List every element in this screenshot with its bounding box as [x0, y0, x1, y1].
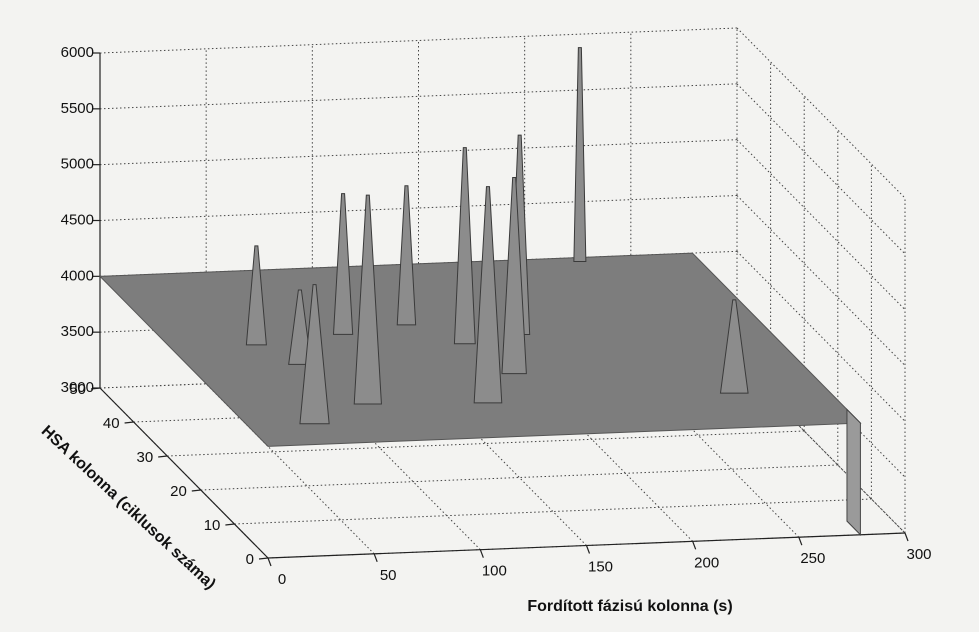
y-axis-label: HSA kolonna (ciklusok száma): [38, 423, 219, 593]
z-tick-label: 4000: [61, 267, 94, 284]
grid-line: [99, 83, 738, 110]
peak: [299, 284, 330, 425]
peak: [332, 193, 354, 335]
x-tick-label: 300: [906, 546, 931, 563]
peak: [396, 185, 417, 326]
axis-line: [99, 387, 269, 559]
peak: [245, 245, 267, 346]
z-tick-label: 4500: [61, 211, 94, 228]
x-tick-label: 200: [694, 554, 719, 571]
tick-mark: [479, 549, 484, 558]
peak: [353, 194, 382, 405]
y-tick-label: 30: [137, 449, 154, 466]
tick-mark: [373, 553, 378, 563]
x-tick-label: 250: [800, 550, 825, 567]
peak: [501, 177, 527, 375]
peak: [288, 289, 312, 365]
x-axis-label: Fordított fázisú kolonna (s): [527, 598, 732, 615]
grid-line: [736, 27, 906, 199]
z-tick-label: 5000: [61, 156, 94, 173]
tick-mark: [124, 421, 134, 424]
grid-line: [736, 83, 906, 255]
y-tick-label: 40: [103, 415, 120, 432]
tick-mark: [267, 557, 272, 567]
grid-line: [736, 139, 906, 311]
peak: [719, 299, 749, 394]
x-tick-label: 150: [588, 558, 613, 575]
y-tick-label: 0: [246, 551, 254, 568]
tick-mark: [904, 532, 909, 542]
tick-mark: [798, 536, 803, 546]
tick-mark: [585, 545, 591, 554]
x-tick-label: 50: [380, 567, 397, 584]
y-tick-label: 50: [69, 381, 86, 398]
z-tick-label: 5500: [61, 100, 94, 117]
tick-mark: [191, 489, 201, 492]
x-tick-label: 100: [482, 563, 507, 580]
peak: [453, 147, 476, 345]
z-tick-label: 3000: [61, 379, 94, 396]
z-tick-label: 6000: [61, 44, 94, 61]
surface-edge: [846, 408, 861, 536]
grid-line: [234, 498, 872, 525]
x-tick-label: 0: [278, 571, 286, 588]
peak: [473, 186, 503, 404]
z-tick-label: 3500: [61, 323, 94, 340]
peak: [573, 47, 587, 262]
y-tick-label: 10: [204, 517, 221, 534]
tick-mark: [225, 523, 235, 526]
tick-mark: [692, 541, 697, 550]
y-tick-label: 20: [170, 483, 187, 500]
tick-mark: [258, 557, 269, 560]
grid-line: [200, 464, 838, 491]
tick-mark: [158, 455, 168, 458]
